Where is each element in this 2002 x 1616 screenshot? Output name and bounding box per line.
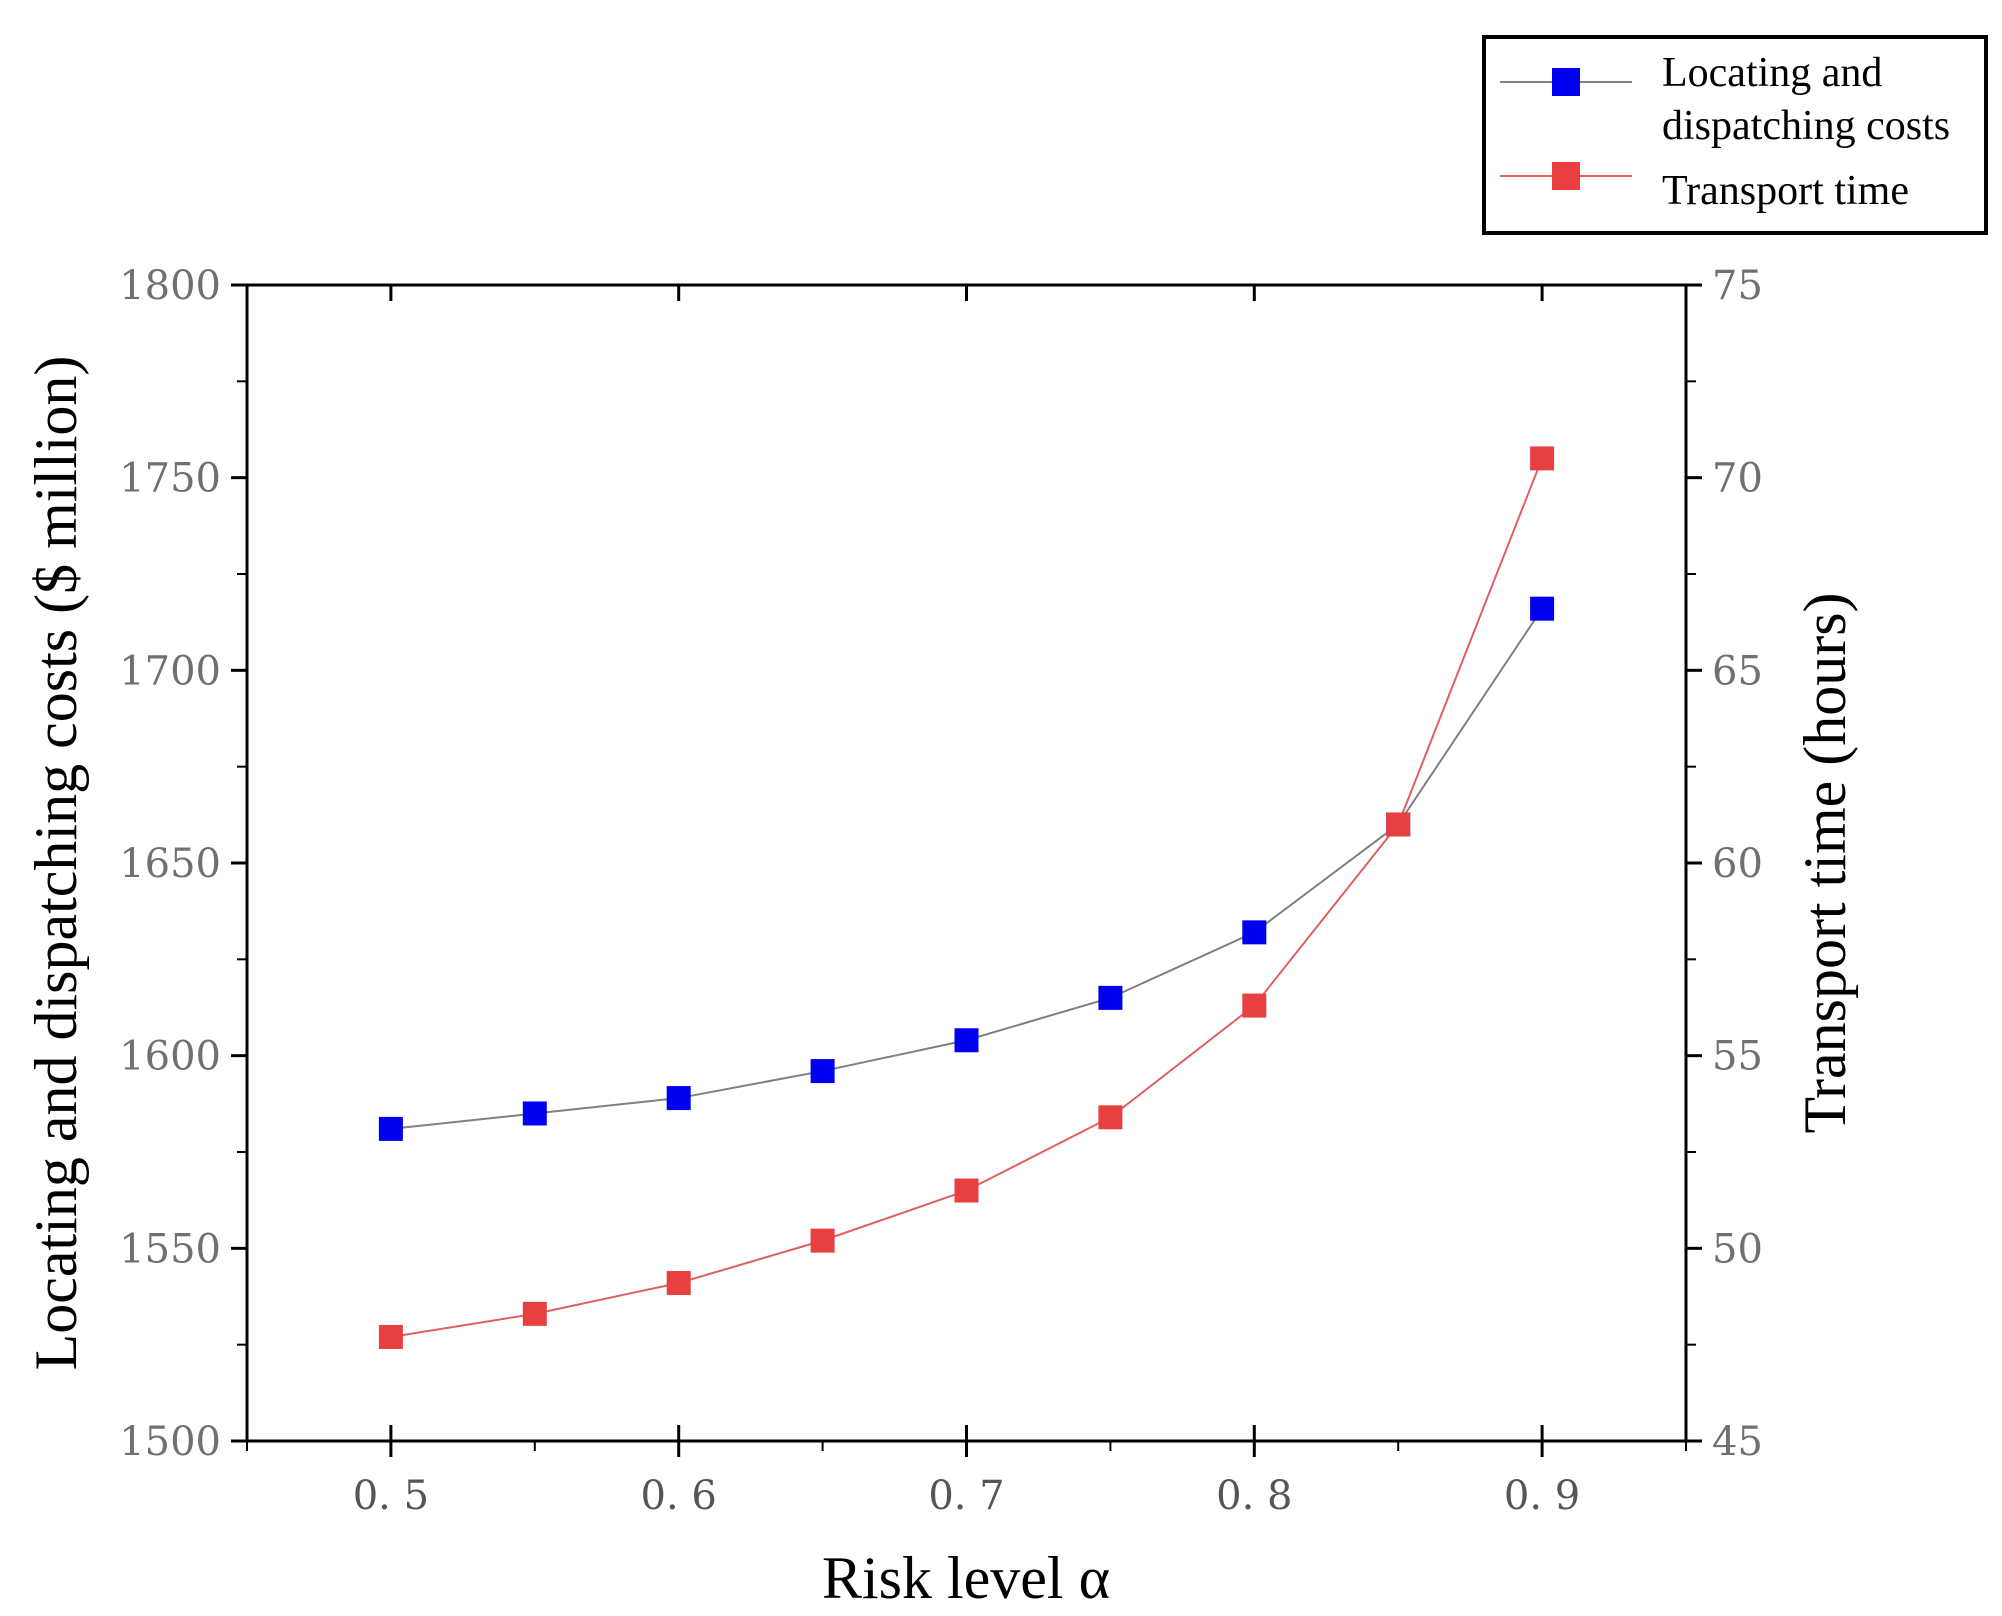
y-left-tick-label: 1800: [119, 263, 221, 309]
y-right-tick-label: 70: [1712, 456, 1763, 502]
legend-marker-time: [1552, 162, 1580, 190]
x-tick-label: 0. 5: [353, 1473, 429, 1519]
y-right-tick-label: 65: [1712, 648, 1763, 694]
series-1-point-2: [666, 1271, 691, 1296]
y-right-tick-label: 55: [1712, 1034, 1763, 1080]
y-left-tick-label: 1750: [119, 456, 221, 502]
legend-label-costs-line1: Locating and: [1662, 50, 1882, 96]
y-left-tick-label: 1700: [119, 648, 221, 694]
plot-frame: [245, 283, 1688, 1443]
series-0-point-8: [1530, 596, 1555, 621]
series-markers: [378, 446, 1555, 1349]
series-0-point-1: [522, 1101, 547, 1126]
y-left-tick-label: 1500: [119, 1419, 221, 1465]
series-0-point-5: [1098, 985, 1123, 1010]
y-right-tick-label: 45: [1712, 1419, 1763, 1465]
legend-label-time: Transport time: [1662, 168, 1909, 214]
y-right-tick-label: 75: [1712, 263, 1763, 309]
tick-marks: [231, 283, 1702, 1457]
y-left-tick-label: 1550: [119, 1226, 221, 1272]
x-tick-label: 0. 8: [1216, 1473, 1292, 1519]
x-axis-title: Risk level α: [822, 1545, 1110, 1611]
series-0-point-3: [810, 1059, 835, 1084]
legend: Locating and dispatching costs Transport…: [1482, 35, 1988, 235]
series-0-point-6: [1242, 920, 1267, 945]
series-1-point-4: [954, 1178, 979, 1203]
series-1-point-7: [1386, 812, 1411, 837]
legend-label-costs-line2: dispatching costs: [1662, 103, 1950, 149]
series-1-point-1: [522, 1301, 547, 1326]
series-0-point-2: [666, 1086, 691, 1111]
series-0-point-0: [378, 1116, 403, 1141]
series-line-1: [390, 458, 1544, 1338]
y-left-axis-title: Locating and dispatching costs ($ millio…: [23, 356, 89, 1371]
y-right-tick-label: 60: [1712, 841, 1763, 887]
series-1-point-8: [1530, 446, 1555, 471]
tick-labels: 0. 5 0. 6 0. 7 0. 8 0. 9 1500 1550 1600 1650 1700…: [119, 263, 1763, 1519]
y-left-tick-label: 1600: [119, 1034, 221, 1080]
y-left-tick-label: 1650: [119, 841, 221, 887]
y-right-tick-label: 50: [1712, 1226, 1763, 1272]
legend-marker-costs: [1552, 68, 1580, 96]
series-lines: [390, 458, 1544, 1338]
series-1-point-6: [1242, 993, 1267, 1018]
series-0-point-4: [954, 1028, 979, 1053]
x-tick-label: 0. 7: [928, 1473, 1004, 1519]
x-tick-label: 0. 6: [641, 1473, 717, 1519]
x-tick-label: 0. 9: [1504, 1473, 1580, 1519]
y-right-axis-title: Transport time (hours): [1792, 592, 1858, 1133]
series-1-point-5: [1098, 1105, 1123, 1130]
series-1-point-0: [378, 1324, 403, 1349]
series-1-point-3: [810, 1228, 835, 1253]
